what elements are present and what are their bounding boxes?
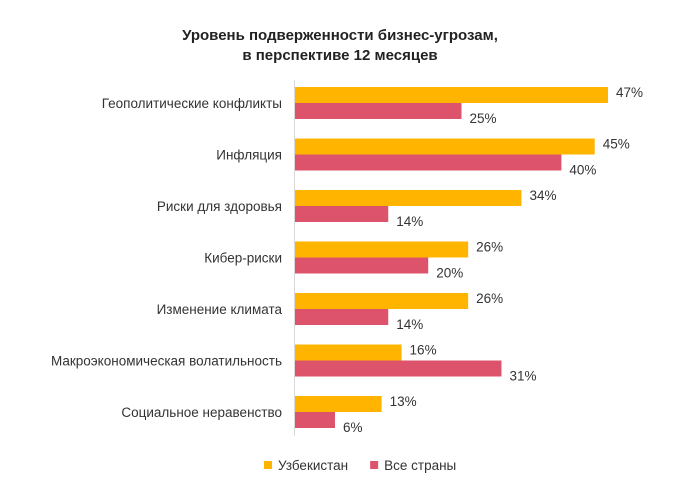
data-label: 47% (616, 85, 643, 100)
data-label: 26% (476, 291, 503, 306)
bar-uzbekistan (295, 138, 595, 155)
data-label: 40% (569, 163, 596, 178)
data-label: 16% (410, 343, 437, 358)
bar-all-countries (295, 103, 462, 119)
legend-swatch (264, 461, 272, 469)
data-label: 20% (436, 266, 463, 281)
data-label: 34% (529, 188, 556, 203)
data-label: 26% (476, 240, 503, 255)
bar-uzbekistan (295, 87, 609, 103)
data-label: 6% (343, 420, 363, 435)
data-label: 13% (390, 394, 417, 409)
category-label: Изменение климата (157, 302, 283, 317)
category-label: Инфляция (216, 148, 282, 163)
bar-all-countries (295, 309, 389, 325)
legend-label: Узбекистан (278, 458, 348, 473)
chart-title-line-1: Уровень подверженности бизнес-угрозам, (182, 27, 498, 44)
bar-all-countries (295, 206, 389, 222)
legend: Узбекистан Все страны (264, 458, 456, 473)
bar-uzbekistan (295, 190, 522, 206)
bar-all-countries (295, 412, 335, 428)
bar-all-countries (295, 257, 429, 274)
data-label: 25% (470, 111, 497, 126)
bar-uzbekistan (295, 344, 402, 361)
data-label: 14% (396, 214, 423, 229)
legend-label: Все страны (384, 458, 456, 473)
category-label: Геополитические конфликты (102, 96, 282, 111)
category-label: Социальное неравенство (121, 405, 282, 420)
bar-uzbekistan (295, 241, 469, 258)
data-label: 45% (603, 137, 630, 152)
bar-uzbekistan (295, 293, 469, 309)
category-label: Макроэкономическая волатильность (51, 354, 282, 369)
category-label: Кибер-риски (204, 251, 282, 266)
data-label: 31% (509, 369, 536, 384)
chart-title-line-2: в перспективе 12 месяцев (242, 47, 437, 64)
bar-uzbekistan (295, 396, 382, 412)
category-label: Риски для здоровья (157, 199, 282, 214)
legend-swatch (370, 461, 379, 469)
bar-all-countries (295, 154, 562, 171)
data-label: 14% (396, 317, 423, 332)
bar-all-countries (295, 360, 502, 377)
